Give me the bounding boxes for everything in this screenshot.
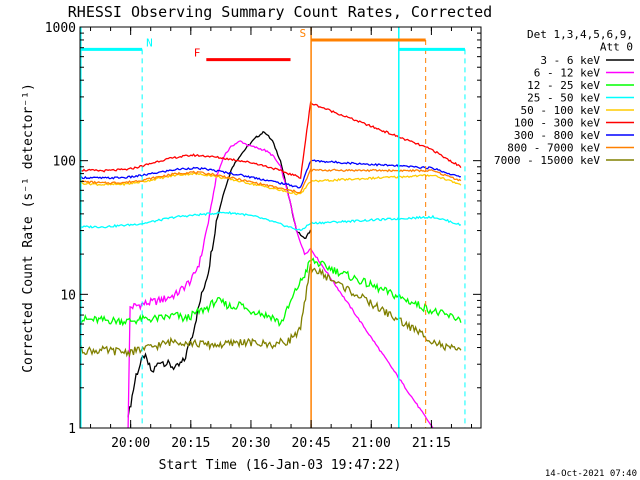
footer-timestamp: 14-Oct-2021 07:40 <box>545 469 637 479</box>
x-tick-label: 20:30 <box>231 436 270 451</box>
series-12-25-kev <box>79 257 462 327</box>
chart-title: RHESSI Observing Summary Count Rates, Co… <box>68 3 492 21</box>
legend-label: 7000 - 15000 keV <box>494 154 600 167</box>
legend-entry: 50 - 100 keV <box>521 104 634 117</box>
legend-label: 100 - 300 keV <box>514 117 600 130</box>
y-axis-label: Corrected Count Rate (s⁻¹ detector⁻¹) <box>21 83 36 373</box>
legend-entry: 12 - 25 keV <box>527 79 634 92</box>
annotation-label: S <box>299 27 306 40</box>
series-line <box>79 159 461 189</box>
series-line <box>127 130 312 418</box>
legend-label: 3 - 6 keV <box>540 54 600 67</box>
y-tick-label: 1 <box>68 422 76 437</box>
legend-entry: 100 - 300 keV <box>514 117 634 130</box>
series-7000-15000-kev <box>79 263 462 358</box>
series-3-6-kev <box>127 130 312 418</box>
annotation-label: F <box>194 47 201 60</box>
y-tick-label: 1000 <box>45 21 76 36</box>
y-tick-label: 10 <box>60 288 76 303</box>
legend-entry: 800 - 7000 keV <box>507 142 634 155</box>
series-line <box>79 257 462 327</box>
y-tick-label: 100 <box>53 155 76 170</box>
x-tick-label: 20:45 <box>292 436 331 451</box>
series-line <box>79 263 462 358</box>
series-line <box>127 140 434 429</box>
legend-header-line: Att 0 <box>600 41 633 54</box>
series-line <box>79 168 462 194</box>
series-25-50-kev <box>79 210 462 232</box>
legend-entry: 7000 - 15000 keV <box>494 154 634 167</box>
legend-entry: 6 - 12 keV <box>534 67 634 80</box>
legend-entry: 25 - 50 keV <box>527 92 634 105</box>
series-100-300-kev <box>79 101 462 179</box>
x-tick-label: 20:15 <box>171 436 210 451</box>
legend-entry: 3 - 6 keV <box>540 54 634 67</box>
legend-label: 25 - 50 keV <box>527 92 600 105</box>
plot-frame <box>79 26 482 429</box>
series-800-7000-kev <box>79 168 462 194</box>
x-tick-label: 20:00 <box>111 436 150 451</box>
x-tick-label: 21:00 <box>352 436 391 451</box>
legend-label: 6 - 12 keV <box>534 67 601 80</box>
legend-label: 800 - 7000 keV <box>507 142 600 155</box>
legend-header-line: Det 1,3,4,5,6,9, <box>527 28 633 41</box>
series-300-800-kev <box>79 159 461 189</box>
legend-entry: 300 - 800 keV <box>514 129 634 142</box>
x-axis-label: Start Time (16-Jan-03 19:47:22) <box>159 458 402 473</box>
legend-label: 300 - 800 keV <box>514 129 600 142</box>
legend-label: 12 - 25 keV <box>527 79 600 92</box>
x-tick-label: 21:15 <box>412 436 451 451</box>
legend-label: 50 - 100 keV <box>521 104 601 117</box>
series-6-12-kev <box>127 140 434 429</box>
series-line <box>79 210 462 232</box>
series-50-100-kev <box>79 172 462 196</box>
annotation-label: N <box>146 36 153 49</box>
series-line <box>79 101 462 179</box>
series-line <box>79 172 462 196</box>
